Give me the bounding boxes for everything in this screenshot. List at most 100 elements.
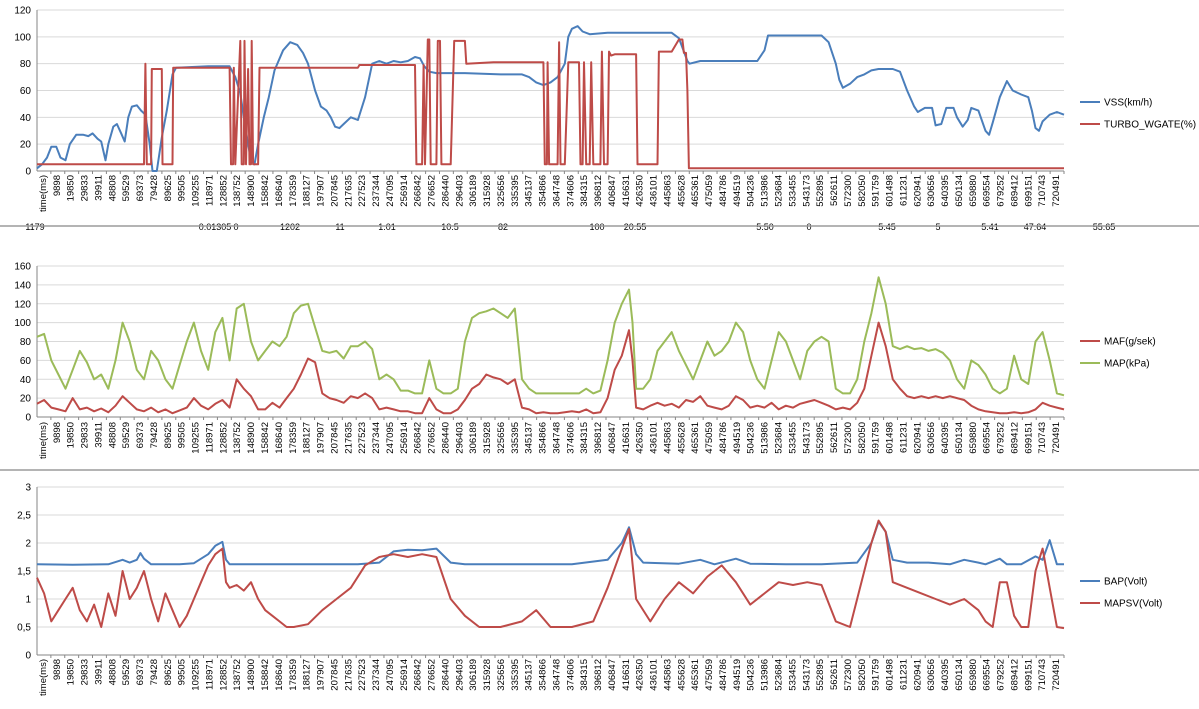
legend-label: MAF(g/sek) <box>1104 337 1156 348</box>
x-tick-label: 406847 <box>607 175 618 207</box>
x-tick-label: 562611 <box>829 175 840 206</box>
x-tick-label: 475059 <box>704 175 715 207</box>
header-strip-value: 0.01305 <box>199 222 232 232</box>
y-tick-label: 3 <box>25 483 31 494</box>
x-tick-label: 276652 <box>427 422 438 454</box>
x-tick-label: 396812 <box>593 175 604 207</box>
x-tick-label: 523684 <box>773 175 784 207</box>
x-tick-label: 266842 <box>413 175 424 207</box>
x-tick-label: 484786 <box>718 175 729 207</box>
header-strip-value: 100 <box>589 222 604 232</box>
x-tick-label: 207845 <box>329 175 340 207</box>
x-tick-label: 315928 <box>482 175 493 207</box>
x-tick-label: 89625 <box>163 175 174 201</box>
x-tick-label: 286440 <box>440 175 451 207</box>
y-tick-label: 120 <box>14 299 31 310</box>
x-tick-label: 582050 <box>857 175 868 207</box>
x-tick-label: 374606 <box>565 422 576 454</box>
x-tick-label: 79428 <box>149 422 160 448</box>
x-tick-label: 256914 <box>399 175 410 207</box>
x-tick-label: 109255 <box>191 422 202 454</box>
x-tick-label: 266842 <box>413 422 424 454</box>
header-strip-value: 82 <box>498 222 508 232</box>
x-tick-label: 188127 <box>302 422 313 454</box>
x-tick-label: 533455 <box>787 175 798 207</box>
x-tick-label: 669554 <box>982 175 993 207</box>
x-tick-label: 552895 <box>815 175 826 207</box>
x-tick-label: 19850 <box>66 659 77 685</box>
x-tick-label: 436101 <box>649 659 660 691</box>
x-tick-label: 552895 <box>815 422 826 454</box>
x-tick-label: 345137 <box>524 422 535 454</box>
y-tick-label: 100 <box>14 318 31 329</box>
x-tick-label: 178359 <box>288 175 299 207</box>
x-tick-label: 59529 <box>121 659 132 685</box>
header-strip-value: 55.65 <box>1093 222 1116 232</box>
x-tick-label: 611231 <box>898 175 909 206</box>
x-tick-label: 374606 <box>565 659 576 691</box>
x-tick-label: 659880 <box>968 175 979 207</box>
header-strip-value: 1179 <box>25 222 44 232</box>
x-tick-label: 158842 <box>260 659 271 691</box>
x-tick-label: 679252 <box>996 659 1007 691</box>
x-tick-label: 591759 <box>871 422 882 454</box>
x-tick-label: 455628 <box>676 422 687 454</box>
x-tick-label: 276652 <box>427 175 438 207</box>
x-tick-label: 445863 <box>662 175 673 207</box>
x-tick-label: 306189 <box>468 659 479 691</box>
x-tick-label: 39911 <box>93 659 104 685</box>
header-strip-value: 0 <box>233 222 238 232</box>
x-tick-label: 364748 <box>551 659 562 691</box>
x-tick-label: 158842 <box>260 175 271 207</box>
x-tick-label: 227523 <box>357 659 368 691</box>
x-tick-label: 494519 <box>732 422 743 454</box>
x-tick-label: 256914 <box>399 659 410 691</box>
x-tick-label: 217635 <box>343 659 354 691</box>
x-tick-label: 710743 <box>1037 175 1048 207</box>
x-tick-label: 650134 <box>954 422 965 454</box>
y-tick-label: 1 <box>25 595 31 606</box>
x-tick-label: 455628 <box>676 659 687 691</box>
x-tick-label: 543173 <box>801 422 812 454</box>
x-tick-label: 48808 <box>107 659 118 685</box>
x-tick-label: 543173 <box>801 659 812 691</box>
y-tick-label: 40 <box>20 375 32 386</box>
y-tick-label: 80 <box>20 59 32 70</box>
x-tick-label: 286440 <box>440 422 451 454</box>
x-tick-label: 465361 <box>690 422 701 454</box>
header-strip-value: 1.01 <box>378 222 396 232</box>
x-tick-label: 227523 <box>357 175 368 207</box>
x-tick-label: 601498 <box>885 659 896 691</box>
x-tick-label: 513986 <box>760 422 771 454</box>
y-tick-label: 0,5 <box>17 623 31 634</box>
x-tick-label: 406847 <box>607 659 618 691</box>
legend-label: MAP(kPa) <box>1104 359 1150 370</box>
x-tick-label: 197907 <box>316 422 327 454</box>
x-tick-label: 543173 <box>801 175 812 207</box>
x-tick-label: 109255 <box>191 659 202 691</box>
y-tick-label: 2 <box>25 539 31 550</box>
x-tick-label: 650134 <box>954 175 965 207</box>
x-tick-label: 679252 <box>996 175 1007 207</box>
x-tick-label: 188127 <box>302 175 313 207</box>
series-line-0 <box>36 25 1065 172</box>
x-tick-label: 572300 <box>843 422 854 454</box>
header-strip-value: 5.45 <box>878 222 896 232</box>
x-tick-label: 465361 <box>690 659 701 691</box>
header-strip-value: 5 <box>935 222 940 232</box>
x-tick-label: 484786 <box>718 422 729 454</box>
y-tick-label: 160 <box>14 262 31 273</box>
x-tick-label: 475059 <box>704 659 715 691</box>
x-tick-label: 59529 <box>121 175 132 201</box>
header-strip-value: 0 <box>806 222 811 232</box>
x-tick-label: 562611 <box>829 659 840 690</box>
x-tick-label: 178359 <box>288 422 299 454</box>
x-tick-label: 138752 <box>232 175 243 207</box>
x-tick-label: 630656 <box>926 175 937 207</box>
x-tick-label: 9898 <box>52 175 63 196</box>
y-tick-label: 20 <box>20 140 32 151</box>
x-tick-label: 699151 <box>1023 422 1034 454</box>
x-tick-label: 286440 <box>440 659 451 691</box>
x-tick-label: 504236 <box>746 175 757 207</box>
x-tick-label: 611231 <box>898 659 909 690</box>
